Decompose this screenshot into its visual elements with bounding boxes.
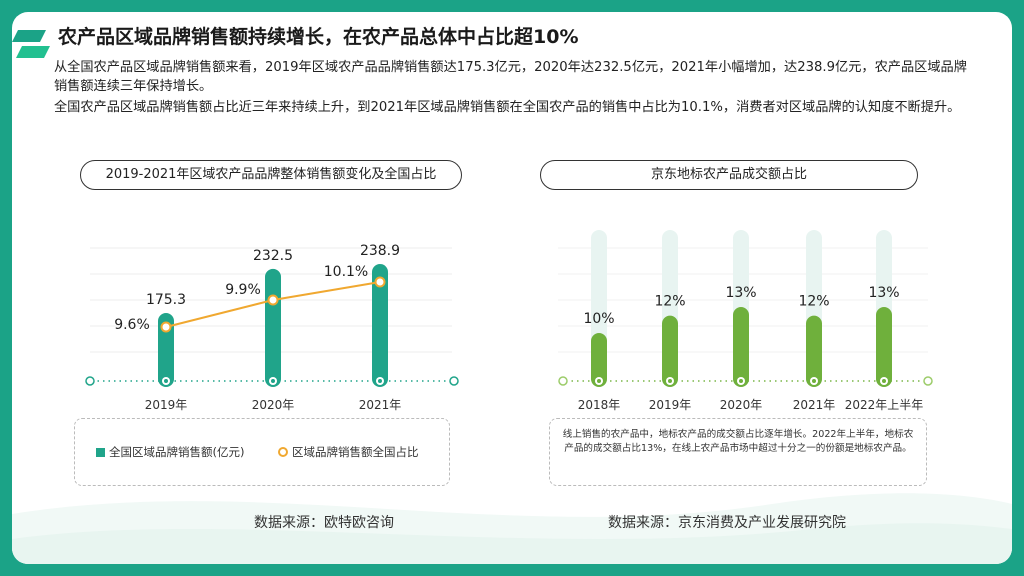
category-label: 2021年 bbox=[359, 398, 402, 412]
legend-bar-swatch bbox=[96, 448, 105, 457]
page-title: 农产品区域品牌销售额持续增长，在农产品总体中占比超10% bbox=[58, 26, 579, 48]
sales-bar bbox=[372, 264, 388, 387]
bar-base-dot-center bbox=[271, 379, 275, 383]
sales-value-label: 238.9 bbox=[360, 243, 400, 259]
paragraph-share: 全国农产品区域品牌销售额占比近三年来持续上升，到2021年区域品牌销售额在全国农… bbox=[54, 100, 961, 115]
note-box bbox=[549, 418, 927, 486]
bar-base-dot-center bbox=[597, 379, 601, 383]
left-chart-header: 2019-2021年区域农产品品牌整体销售额变化及全国占比 bbox=[80, 160, 462, 190]
bar-base-dot-center bbox=[668, 379, 672, 383]
source-right: 数据来源：京东消费及产业发展研究院 bbox=[608, 515, 846, 531]
legend-label-sales: 全国区域品牌销售额(亿元) bbox=[109, 445, 245, 459]
legend-item-share: 区域品牌销售额全国占比 bbox=[278, 444, 419, 460]
legend-box bbox=[74, 418, 450, 486]
share-bar bbox=[806, 315, 822, 387]
share-bar bbox=[733, 307, 749, 387]
legend-item-sales: 全国区域品牌销售额(亿元) bbox=[96, 444, 244, 460]
bar-base-dot-center bbox=[882, 379, 886, 383]
logo-mark-icon bbox=[12, 30, 50, 58]
category-label: 2019年 bbox=[649, 398, 692, 412]
axis-end-marker bbox=[923, 376, 933, 386]
share-bar bbox=[662, 315, 678, 387]
axis-end-marker bbox=[558, 376, 568, 386]
share-point bbox=[267, 294, 279, 306]
legend-label-share: 区域品牌销售额全国占比 bbox=[292, 445, 419, 459]
slide-card bbox=[12, 12, 1012, 564]
axis-end-marker bbox=[449, 376, 459, 386]
bar-base-dot-center bbox=[378, 379, 382, 383]
sales-value-label: 175.3 bbox=[146, 292, 186, 308]
share-point bbox=[160, 321, 172, 333]
axis-end-marker bbox=[85, 376, 95, 386]
share-value-label: 12% bbox=[654, 294, 685, 310]
share-bar bbox=[591, 333, 607, 387]
note-text: 线上销售的农产品中，地标农产品的成交额占比逐年增长。2022年上半年，地标农产品… bbox=[562, 429, 914, 454]
share-point bbox=[374, 276, 386, 288]
category-label: 2021年 bbox=[793, 398, 836, 412]
paragraph-sales: 从全国农产品区域品牌销售额来看，2019年区域农产品品牌销售额达175.3亿元，… bbox=[54, 60, 967, 94]
jd-geo-product-share-chart: 10% 2018年 12% 2019年 13% 2020年 12% 2021年 13% 2022年… bbox=[558, 230, 933, 412]
sales-bar bbox=[158, 313, 174, 387]
right-chart-header: 京东地标农产品成交额占比 bbox=[540, 160, 918, 190]
regional-brand-sales-chart: 175.3 2019年 232.5 2020年 238.9 2021年 9.6% 9.9% 10… bbox=[85, 243, 459, 412]
sales-value-label: 232.5 bbox=[253, 248, 293, 264]
category-label: 2020年 bbox=[720, 398, 763, 412]
share-value-label: 10% bbox=[583, 311, 614, 327]
share-value-label: 13% bbox=[725, 285, 756, 301]
source-left: 数据来源：欧特欧咨询 bbox=[254, 515, 394, 531]
sales-bar bbox=[265, 268, 281, 387]
share-value-label: 13% bbox=[868, 285, 899, 301]
bottom-wave-decoration bbox=[12, 493, 1012, 564]
share-value-label: 9.9% bbox=[225, 282, 261, 298]
category-label: 2022年上半年 bbox=[845, 398, 924, 412]
share-value-label: 12% bbox=[798, 294, 829, 310]
legend-line-swatch bbox=[278, 447, 288, 457]
share-bar bbox=[876, 307, 892, 387]
bar-base-dot-center bbox=[739, 379, 743, 383]
category-label: 2018年 bbox=[578, 398, 621, 412]
category-label: 2020年 bbox=[252, 398, 295, 412]
bar-base-dot-center bbox=[812, 379, 816, 383]
share-value-label: 10.1% bbox=[324, 264, 368, 280]
category-label: 2019年 bbox=[145, 398, 188, 412]
share-value-label: 9.6% bbox=[114, 317, 150, 333]
bar-base-dot-center bbox=[164, 379, 168, 383]
